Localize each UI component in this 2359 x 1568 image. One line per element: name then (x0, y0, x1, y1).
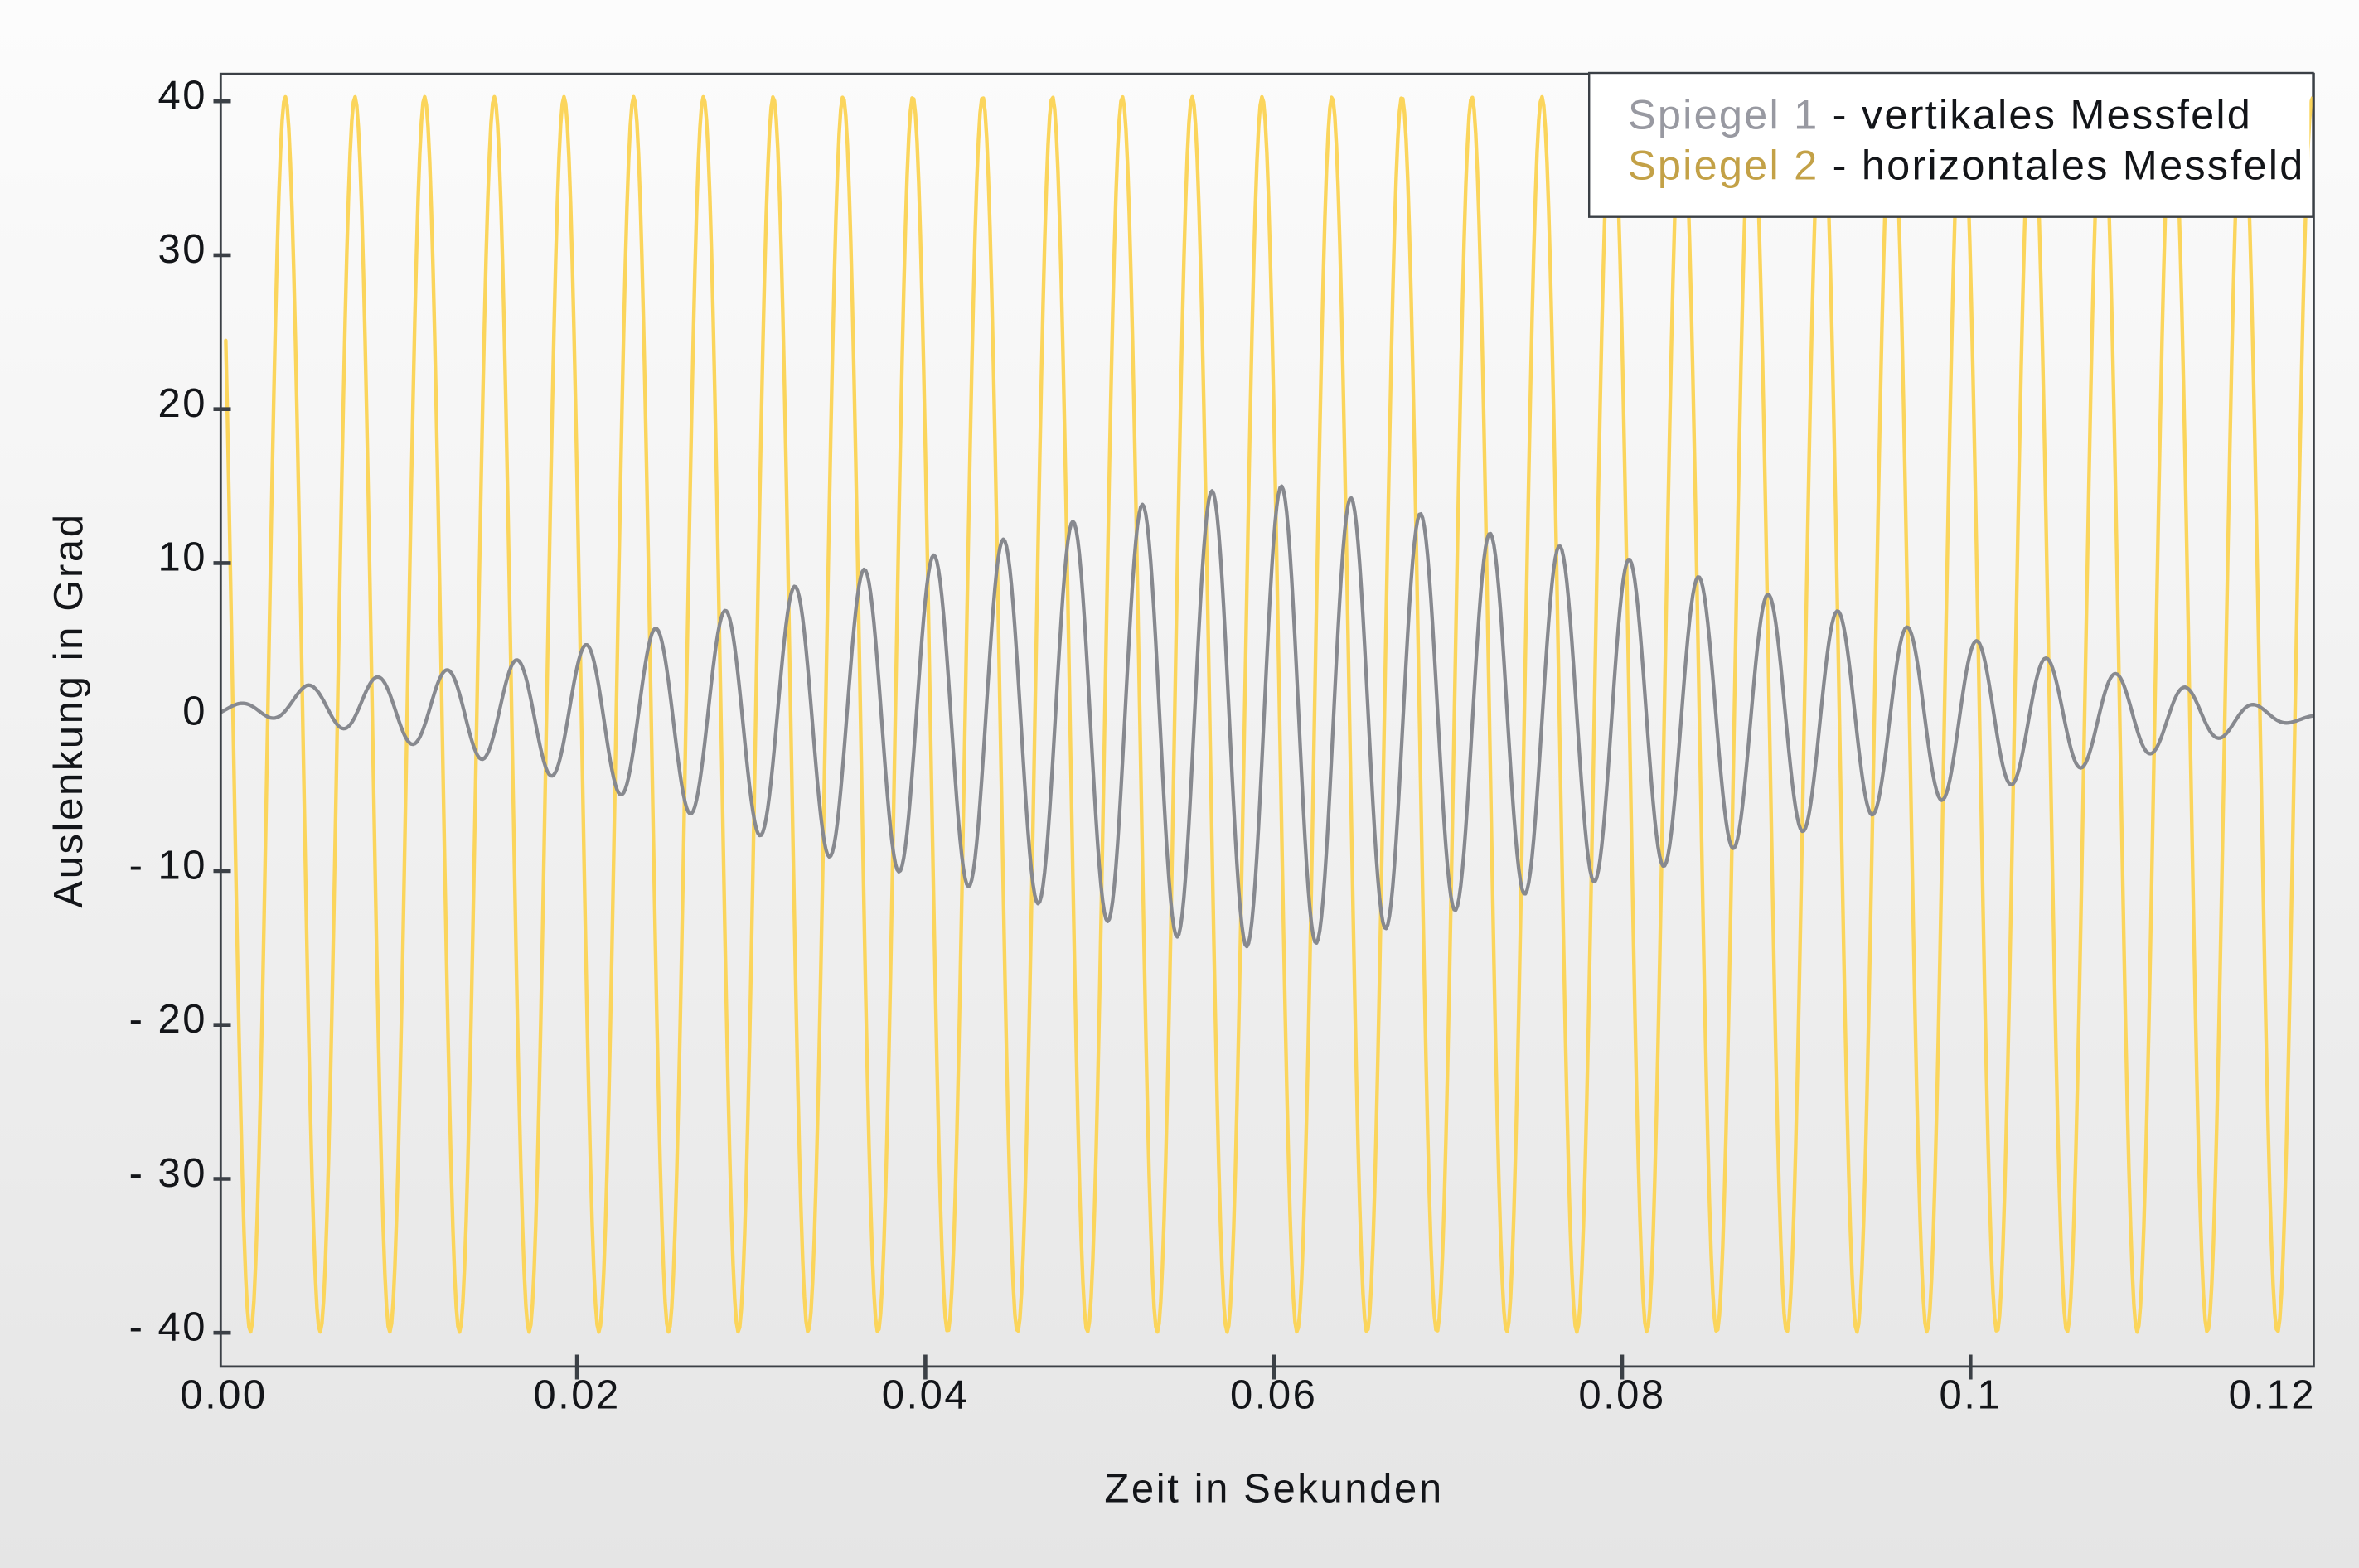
svg-text:30: 30 (157, 227, 207, 272)
svg-text:Spiegel 2 - horizontales Messf: Spiegel 2 - horizontales Messfeld (1628, 141, 2304, 188)
svg-text:0.00: 0.00 (180, 1373, 267, 1418)
svg-text:- 20: - 20 (129, 997, 207, 1042)
svg-text:Zeit in Sekunden: Zeit in Sekunden (1104, 1467, 1443, 1512)
svg-text:0.02: 0.02 (533, 1373, 620, 1418)
svg-text:Auslenkung in Grad: Auslenkung in Grad (46, 512, 91, 907)
svg-text:10: 10 (157, 535, 207, 580)
svg-text:- 30: - 30 (129, 1151, 207, 1196)
svg-text:0.1: 0.1 (1939, 1373, 2002, 1418)
svg-text:20: 20 (157, 381, 207, 426)
svg-text:0.08: 0.08 (1578, 1373, 1665, 1418)
svg-text:0.04: 0.04 (882, 1373, 969, 1418)
svg-text:Spiegel 1 - vertikales Messfel: Spiegel 1 - vertikales Messfeld (1628, 90, 2252, 138)
svg-text:40: 40 (157, 74, 207, 119)
svg-text:- 40: - 40 (129, 1305, 207, 1350)
svg-text:0: 0 (182, 690, 207, 734)
svg-text:0.06: 0.06 (1230, 1373, 1317, 1418)
svg-text:0.12: 0.12 (2229, 1373, 2316, 1418)
svg-text:- 10: - 10 (129, 843, 207, 888)
